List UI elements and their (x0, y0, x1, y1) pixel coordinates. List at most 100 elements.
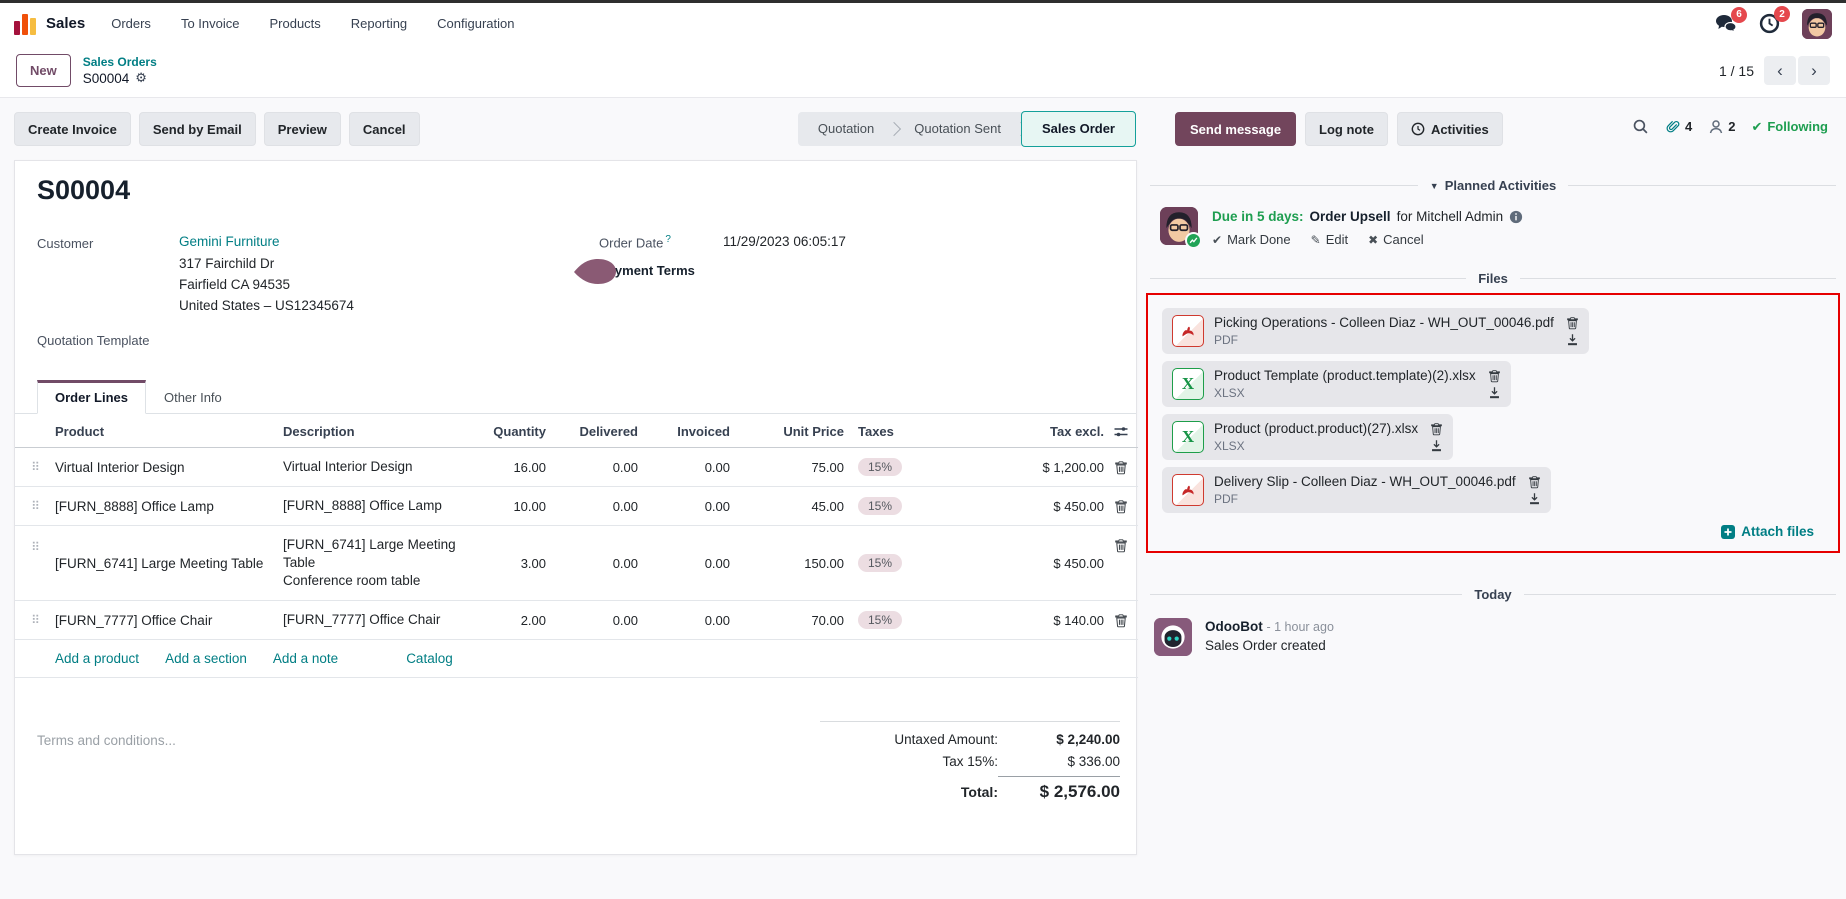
search-messages-icon[interactable] (1632, 118, 1649, 135)
delete-file-icon[interactable] (1528, 475, 1541, 489)
add-a-product-link[interactable]: Add a product (55, 651, 140, 666)
activity-info-icon[interactable] (1509, 210, 1523, 224)
line-product[interactable]: Virtual Interior Design (55, 459, 185, 475)
line-quantity[interactable]: 3.00 (520, 555, 546, 571)
col-delivered[interactable]: Delivered (579, 424, 638, 439)
nav-item-configuration[interactable]: Configuration (437, 16, 515, 31)
breadcrumb-bar: New Sales Orders S00004 ⚙ 1 / 15 ‹ › (0, 44, 1846, 98)
user-avatar[interactable] (1802, 8, 1832, 39)
send-message-button[interactable]: Send message (1175, 112, 1297, 146)
delete-file-icon[interactable] (1488, 369, 1501, 383)
drag-handle-icon[interactable]: ⠿ (31, 499, 40, 513)
new-button[interactable]: New (16, 54, 71, 87)
col-invoiced[interactable]: Invoiced (677, 424, 730, 439)
cancel-button[interactable]: Cancel (348, 112, 420, 146)
quotation-template-label[interactable]: Quotation Template (37, 333, 150, 348)
nav-item-reporting[interactable]: Reporting (350, 16, 408, 31)
file-name[interactable]: Product Template (product.template)(2).x… (1214, 368, 1476, 383)
planned-activities-header[interactable]: ▼ Planned Activities (1150, 178, 1837, 193)
log-note-button[interactable]: Log note (1305, 112, 1388, 146)
add-a-note-link[interactable]: Add a note (272, 651, 339, 666)
line-unit-price[interactable]: 45.00 (811, 498, 844, 514)
tab-order-lines[interactable]: Order Lines (37, 380, 146, 414)
delete-file-icon[interactable] (1430, 422, 1443, 436)
delete-line-icon[interactable] (1104, 460, 1138, 475)
attach-files-button[interactable]: Attach files (1721, 524, 1814, 539)
breadcrumb-parent-link[interactable]: Sales Orders (82, 55, 157, 69)
line-quantity[interactable]: 2.00 (520, 612, 546, 628)
pager-previous-button[interactable]: ‹ (1764, 56, 1796, 85)
status-step-quotation[interactable]: Quotation (798, 112, 894, 146)
activities-clock-icon[interactable]: 2 (1759, 6, 1790, 34)
nav-item-orders[interactable]: Orders (111, 16, 151, 31)
delete-line-icon[interactable] (1104, 538, 1138, 553)
pager-next-button[interactable]: › (1798, 56, 1830, 85)
line-product[interactable]: [FURN_8888] Office Lamp (55, 498, 214, 514)
col-taxes[interactable]: Taxes (858, 424, 894, 439)
order-date-field[interactable]: 11/29/2023 06:05:17 (723, 234, 846, 249)
tax-pill[interactable]: 15% (858, 458, 903, 476)
line-quantity[interactable]: 10.00 (513, 498, 546, 514)
help-question-icon[interactable]: ? (665, 234, 671, 245)
nav-item-to-invoice[interactable]: To Invoice (180, 16, 240, 31)
activities-button[interactable]: Activities (1396, 112, 1503, 146)
column-options-icon[interactable] (1104, 424, 1138, 440)
tax-pill[interactable]: 15% (858, 554, 903, 572)
activity-name[interactable]: Order Upsell (1309, 209, 1391, 224)
drag-handle-icon[interactable]: ⠿ (31, 460, 40, 474)
download-file-icon[interactable] (1488, 386, 1501, 399)
line-subtotal: $ 450.00 (1053, 498, 1104, 514)
col-quantity[interactable]: Quantity (493, 424, 546, 439)
download-file-icon[interactable] (1430, 439, 1443, 452)
delete-line-icon[interactable] (1104, 499, 1138, 514)
following-toggle[interactable]: ✔ Following (1751, 118, 1828, 135)
delete-file-icon[interactable] (1566, 316, 1579, 330)
col-product[interactable]: Product (55, 424, 105, 439)
tab-other-info[interactable]: Other Info (163, 390, 222, 405)
drag-handle-icon[interactable]: ⠿ (31, 540, 40, 554)
download-file-icon[interactable] (1528, 492, 1541, 505)
terms-and-conditions-field[interactable]: Terms and conditions... (37, 733, 176, 748)
payment-terms-label[interactable]: Payment Terms (574, 259, 695, 285)
tax-pill[interactable]: 15% (858, 497, 903, 515)
line-quantity[interactable]: 16.00 (513, 459, 546, 475)
status-step-quotation-sent[interactable]: Quotation Sent (894, 112, 1021, 146)
file-name[interactable]: Picking Operations - Colleen Diaz - WH_O… (1214, 315, 1554, 330)
line-description[interactable]: Virtual Interior Design (283, 459, 413, 474)
drag-handle-icon[interactable]: ⠿ (31, 613, 40, 627)
cancel-activity-button[interactable]: ✖ Cancel (1368, 232, 1424, 247)
col-unit-price[interactable]: Unit Price (783, 424, 844, 439)
status-step-sales-order[interactable]: Sales Order (1021, 111, 1136, 147)
catalog-link[interactable]: Catalog (406, 651, 453, 666)
line-unit-price[interactable]: 150.00 (804, 555, 844, 571)
customer-link[interactable]: Gemini Furniture (179, 234, 280, 249)
file-name[interactable]: Delivery Slip - Colleen Diaz - WH_OUT_00… (1214, 474, 1516, 489)
col-description[interactable]: Description (283, 424, 355, 439)
preview-button[interactable]: Preview (263, 112, 341, 146)
add-a-section-link[interactable]: Add a section (165, 651, 247, 666)
line-unit-price[interactable]: 75.00 (811, 459, 844, 475)
col-amount[interactable]: Tax excl. (1050, 424, 1104, 439)
create-invoice-button[interactable]: Create Invoice (14, 112, 131, 146)
line-description[interactable]: [FURN_6741] Large Meeting Table Conferen… (283, 537, 456, 588)
line-description[interactable]: [FURN_8888] Office Lamp (283, 498, 442, 513)
line-description[interactable]: [FURN_7777] Office Chair (283, 612, 441, 627)
delete-line-icon[interactable] (1104, 613, 1138, 628)
download-file-icon[interactable] (1566, 333, 1579, 346)
message-author[interactable]: OdooBot (1205, 619, 1263, 634)
followers-counter[interactable]: 2 (1708, 119, 1735, 135)
line-unit-price[interactable]: 70.00 (811, 612, 844, 628)
app-logo-icon[interactable] (14, 13, 36, 35)
attachments-counter[interactable]: 4 (1665, 118, 1692, 135)
line-product[interactable]: [FURN_6741] Large Meeting Table (55, 555, 264, 571)
app-name[interactable]: Sales (46, 15, 86, 32)
file-name[interactable]: Product (product.product)(27).xlsx (1214, 421, 1419, 436)
mark-done-button[interactable]: ✔ Mark Done (1212, 232, 1291, 247)
send-by-email-button[interactable]: Send by Email (138, 112, 256, 146)
nav-item-products[interactable]: Products (269, 16, 321, 31)
tax-pill[interactable]: 15% (858, 611, 903, 629)
line-product[interactable]: [FURN_7777] Office Chair (55, 612, 213, 628)
edit-activity-button[interactable]: ✎ Edit (1310, 232, 1349, 247)
messages-icon[interactable]: 6 (1715, 6, 1747, 34)
record-actions-gear-icon[interactable]: ⚙ (135, 70, 147, 85)
